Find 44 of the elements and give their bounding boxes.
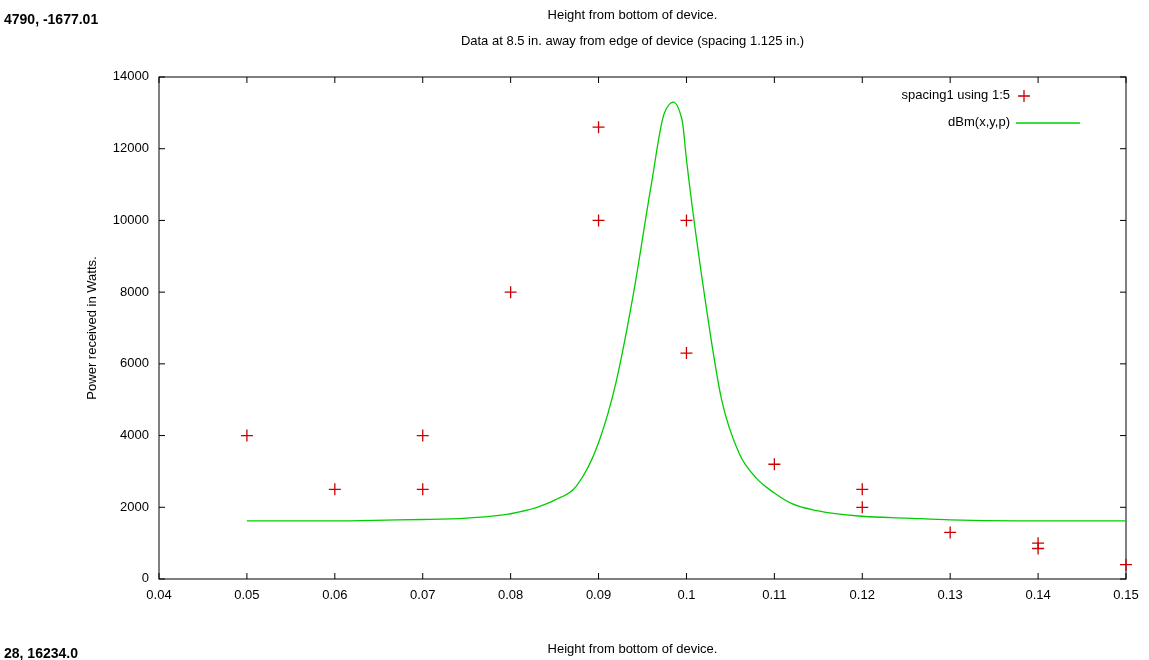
point <box>855 500 869 514</box>
legend-label: spacing1 using 1:5 <box>901 87 1010 103</box>
point <box>503 285 518 299</box>
text: 4790, -1677.01 <box>4 11 99 27</box>
point <box>591 120 606 134</box>
x-tick-label: 0.06 <box>322 587 348 602</box>
point <box>1119 558 1133 572</box>
y-tick-label: 2000 <box>120 498 149 514</box>
x-axis-title: Height from bottom of device. <box>547 641 718 656</box>
point <box>416 482 430 497</box>
x-tick-label: 0.09 <box>585 587 612 602</box>
x-tick-label: 0.14 <box>1025 587 1051 602</box>
y-axis-title: Power received in Watts. <box>84 256 99 400</box>
x-tick-label: 0.04 <box>146 587 172 602</box>
x-tick-label: 0.15 <box>1113 587 1139 602</box>
x-tick-label: 0.1 <box>677 587 696 602</box>
point <box>591 213 606 228</box>
point <box>855 482 869 497</box>
chart-subtitle: Data at 8.5 in. away from edge of device (spacing 1.125 in.) <box>460 33 805 48</box>
point <box>943 525 957 540</box>
y-tick-label: 4000 <box>120 427 149 443</box>
x-tick-label: 0.11 <box>762 587 787 602</box>
y-tick-label: 6000 <box>120 355 149 371</box>
point <box>679 346 694 360</box>
x-tick-label: 0.08 <box>497 587 524 602</box>
legend-label: dBm(x,y,p) <box>948 114 1010 130</box>
y-tick-label: 10000 <box>112 211 149 227</box>
y-tick-label: 12000 <box>112 140 149 156</box>
point <box>240 428 254 443</box>
line-series <box>246 101 1127 522</box>
y-tick-label: 8000 <box>120 283 149 299</box>
point <box>328 482 342 497</box>
text: 28, 16234.0 <box>4 645 79 660</box>
chart-title: Height from bottom of device. <box>547 7 718 22</box>
y-tick-label: 0 <box>141 570 149 586</box>
x-tick-label: 0.13 <box>937 587 963 602</box>
point <box>767 457 782 471</box>
x-tick-label: 0.12 <box>849 587 875 602</box>
point <box>416 428 430 443</box>
x-tick-label: 0.07 <box>410 587 436 602</box>
x-tick-label: 0.05 <box>234 587 260 602</box>
y-tick-label: 14000 <box>112 68 149 84</box>
point <box>1031 541 1045 556</box>
point <box>679 213 694 228</box>
